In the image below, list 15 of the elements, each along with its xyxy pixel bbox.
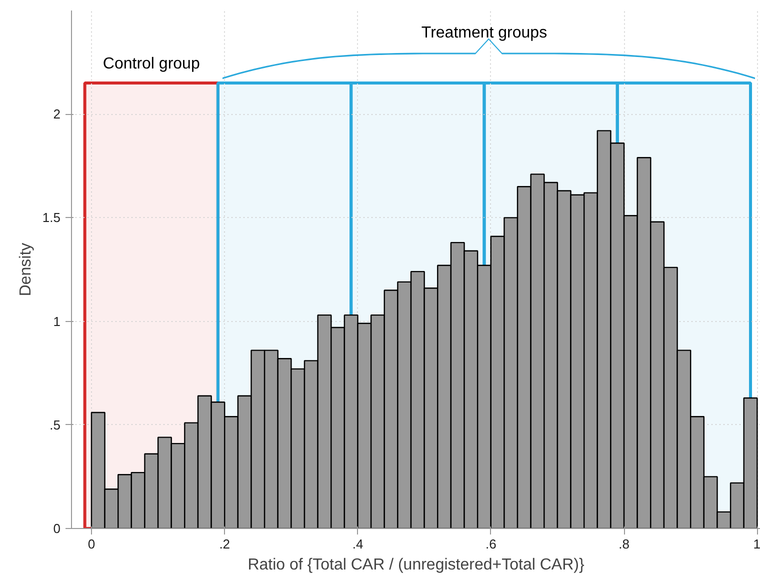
x-tick-label: .8 [618,536,630,552]
annotation: Treatment groups [421,24,548,42]
band-label: Control group [102,56,200,73]
y-tick-label: 1.5 [42,210,61,226]
y-tick-label: .5 [50,417,60,432]
x-tick-label: .6 [485,536,496,552]
x-tick-label: 0 [88,536,96,552]
x-tick-label: 1 [753,536,760,552]
y-axis-title: Density [17,242,34,296]
x-axis-title: Ratio of {Total CAR / (unregistered+Total CAR)} [248,556,585,574]
y-tick-label: 2 [53,106,61,122]
y-tick-label: 0 [53,521,61,536]
x-tick-label: .2 [219,536,230,552]
x-tick-label: .4 [352,536,364,552]
y-tick-label: 1 [53,314,61,329]
